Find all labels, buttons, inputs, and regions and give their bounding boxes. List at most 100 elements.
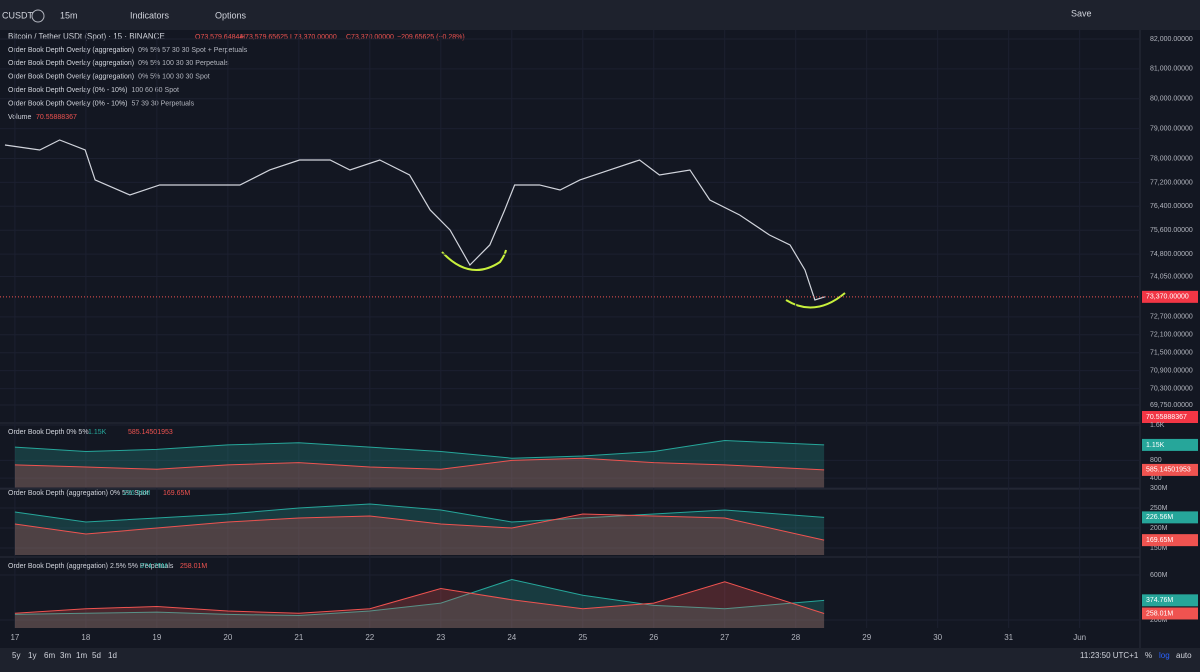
depth-line: [14, 578, 825, 617]
overlay-name: Order Book Depth Overlay (0% - 10%): [8, 100, 127, 107]
range-button[interactable]: 1y: [28, 651, 36, 660]
range-button[interactable]: 1d: [108, 651, 117, 660]
y-tick-label: 400: [1150, 475, 1162, 482]
x-tick-label: 27: [720, 633, 729, 642]
y-tick-label: 1.6K: [1150, 422, 1165, 429]
depth-line: [14, 457, 825, 471]
options[interactable]: Options: [215, 10, 247, 20]
range-button[interactable]: 5d: [92, 651, 101, 660]
y-tick-label: 600M: [1150, 572, 1168, 579]
range-button[interactable]: 1m: [76, 651, 87, 660]
indicators[interactable]: Indicators: [130, 10, 170, 20]
annotation: [441, 249, 507, 271]
value-tag: [1142, 438, 1198, 451]
auto-toggle[interactable]: auto: [1176, 651, 1192, 660]
pane-title: Order Book Depth 0% 5%: [8, 429, 89, 436]
pane-legend-value: 585.14501953: [128, 429, 173, 436]
depth-line: [14, 439, 825, 459]
y-tick-label: 78,000.00000: [1150, 155, 1193, 162]
y-tick-label: 72,100.00000: [1150, 332, 1193, 339]
y-tick-label: 81,000.00000: [1150, 66, 1193, 73]
toolbar: [0, 0, 1200, 30]
pane-legend-value: 1.15K: [88, 429, 107, 436]
depth-line: [14, 503, 825, 523]
volume-label: 70.55888367: [1146, 414, 1187, 421]
value-tag: [1142, 594, 1198, 607]
value-tag: [1142, 607, 1198, 620]
y-tick-label: 200M: [1150, 525, 1168, 532]
y-tick-label: 70,900.00000: [1150, 367, 1193, 374]
x-tick-label: 17: [10, 633, 19, 642]
percent-toggle[interactable]: %: [1145, 651, 1152, 660]
range-button[interactable]: 6m: [44, 651, 55, 660]
pane-legend-value: 169.65M: [163, 490, 190, 497]
y-tick-label: 74,050.00000: [1150, 273, 1193, 280]
ohlc-change: −209.65625 (−0.28%): [397, 34, 465, 41]
last-price-tag: [1142, 290, 1198, 303]
symbol[interactable]: CUSDT: [2, 10, 34, 20]
overlay-name: Order Book Depth Overlay (aggregation): [8, 74, 134, 81]
x-tick-label: 18: [81, 633, 90, 642]
x-tick-label: 21: [294, 633, 303, 642]
overlay-params: 100 60 60 Spot: [131, 87, 179, 94]
overlay-params: 57 39 30 Perpetuals: [131, 100, 194, 107]
pane-legend-value: 258.01M: [180, 563, 207, 570]
pane-title: Order Book Depth (aggregation) 0% 5% Spo…: [8, 490, 149, 497]
value-tag-label: 1.15K: [1146, 442, 1165, 449]
x-tick-label: 25: [578, 633, 587, 642]
range-button[interactable]: 5y: [12, 651, 20, 660]
x-tick-label: 19: [152, 633, 161, 642]
x-tick-label: 23: [436, 633, 445, 642]
depth-area: [14, 581, 825, 628]
y-tick-label: 150M: [1150, 545, 1168, 552]
y-tick-label: 800: [1150, 457, 1162, 464]
y-tick-label: 77,200.00000: [1150, 179, 1193, 186]
volume-name: Volume: [8, 114, 31, 121]
y-tick-label: 70,300.00000: [1150, 385, 1193, 392]
value-tag-label: 374.76M: [1146, 597, 1173, 604]
value-tag: [1142, 511, 1198, 524]
overlay-params: 0% 5% 100 30 30 Spot: [138, 74, 210, 81]
ohlc-high: H73,579.65625: [240, 34, 288, 41]
y-tick-label: 72,700.00000: [1150, 314, 1193, 321]
range-button[interactable]: 3m: [60, 651, 71, 660]
y-tick-label: 76,400.00000: [1150, 203, 1193, 210]
save[interactable]: Save: [1071, 8, 1092, 18]
x-tick-label: 29: [862, 633, 871, 642]
clock: 11:23:50 UTC+1: [1080, 651, 1139, 660]
depth-area: [14, 514, 825, 555]
y-tick-label: 80,000.00000: [1150, 96, 1193, 103]
pane-legend-value: 226.56M: [123, 490, 150, 497]
value-tag-label: 258.01M: [1146, 610, 1173, 617]
footer: [0, 648, 1200, 672]
depth-line: [14, 581, 825, 614]
depth-line: [14, 513, 825, 541]
depth-area: [14, 579, 825, 628]
y-tick-label: 300M: [1150, 485, 1168, 492]
interval[interactable]: 15m: [60, 10, 78, 20]
value-tag-label: 226.56M: [1146, 514, 1173, 521]
pane-legend-value: 374.76M: [140, 563, 167, 570]
overlay-name: Order Book Depth Overlay (0% - 10%): [8, 87, 127, 94]
overlay-name: Order Book Depth Overlay (aggregation): [8, 47, 134, 54]
y-tick-label: 79,000.00000: [1150, 125, 1193, 132]
price-line: [4, 139, 826, 301]
y-tick-label: 250M: [1150, 505, 1168, 512]
volume-tag: [1142, 411, 1198, 423]
x-tick-label: 31: [1004, 633, 1013, 642]
x-tick-label: 22: [365, 633, 374, 642]
add-symbol[interactable]: [31, 9, 45, 23]
last-price-label: 73,370.00000: [1146, 294, 1189, 301]
pane-title: Order Book Depth (aggregation) 2.5% 5% P…: [8, 563, 174, 570]
x-tick-label: Jun: [1073, 633, 1086, 642]
overlay-params: 0% 5% 57 30 30 Spot + Perpetuals: [138, 47, 248, 54]
value-tag: [1142, 534, 1198, 547]
y-tick-label: 69,750.00000: [1150, 402, 1193, 409]
x-tick-label: 24: [507, 633, 516, 642]
x-tick-label: 28: [791, 633, 800, 642]
depth-area: [14, 440, 825, 488]
log-toggle[interactable]: log: [1159, 651, 1170, 660]
value-tag-label: 585.14501953: [1146, 467, 1191, 474]
